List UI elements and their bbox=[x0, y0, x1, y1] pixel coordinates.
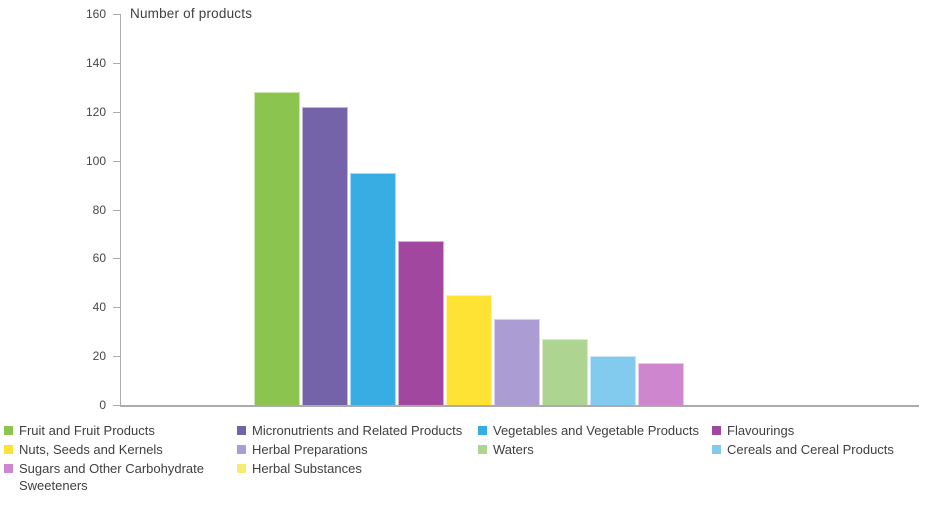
chart-title: Number of products bbox=[130, 6, 253, 21]
legend-label: Micronutrients and Related Products bbox=[252, 423, 463, 438]
legend-swatch-icon bbox=[478, 445, 487, 454]
bar-flavourings bbox=[398, 241, 444, 405]
bar-sugars-and-other-carbohydrate-sweeteners bbox=[638, 363, 684, 405]
bar-vegetables-and-vegetable-products bbox=[350, 173, 396, 405]
y-tick-mark bbox=[113, 356, 120, 357]
bar-micronutrients-and-related-products bbox=[302, 107, 348, 405]
legend-label: Herbal Preparations bbox=[252, 442, 368, 457]
legend-label: Cereals and Cereal Products bbox=[727, 442, 894, 457]
legend-item-nuts-seeds-and-kernels: Nuts, Seeds and Kernels bbox=[4, 441, 237, 458]
legend-swatch-icon bbox=[478, 426, 487, 435]
legend-item-herbal-substances: Herbal Substances bbox=[237, 460, 478, 494]
y-tick-mark bbox=[113, 161, 120, 162]
bar-nuts-seeds-and-kernels bbox=[446, 295, 492, 405]
legend-label: Fruit and Fruit Products bbox=[19, 423, 155, 438]
y-tick-label: 40 bbox=[92, 300, 106, 314]
y-tick-mark bbox=[113, 405, 120, 406]
legend-item-sugars-and-other-carbohydrate-sweeteners: Sugars and Other Carbohydrate Sweeteners bbox=[4, 460, 237, 494]
plot-area bbox=[113, 14, 919, 407]
legend-swatch-icon bbox=[4, 445, 13, 454]
legend-swatch-icon bbox=[237, 445, 246, 454]
legend-label: Sugars and Other Carbohydrate Sweeteners bbox=[19, 461, 204, 493]
legend-item-micronutrients-and-related-products: Micronutrients and Related Products bbox=[237, 422, 478, 439]
legend-swatch-icon bbox=[712, 426, 721, 435]
legend-swatch-icon bbox=[712, 445, 721, 454]
bar-fruit-and-fruit-products bbox=[254, 92, 300, 405]
y-tick-mark bbox=[113, 307, 120, 308]
legend-item-herbal-preparations: Herbal Preparations bbox=[237, 441, 478, 458]
legend-swatch-icon bbox=[237, 426, 246, 435]
y-tick-label: 0 bbox=[99, 398, 106, 412]
legend-swatch-icon bbox=[237, 464, 246, 473]
y-tick-label: 80 bbox=[92, 203, 106, 217]
legend-label: Herbal Substances bbox=[252, 461, 362, 476]
legend-item-flavourings: Flavourings bbox=[712, 422, 924, 439]
y-tick-mark bbox=[113, 258, 120, 259]
y-tick-mark bbox=[113, 63, 120, 64]
legend-item-vegetables-and-vegetable-products: Vegetables and Vegetable Products bbox=[478, 422, 712, 439]
legend-label: Waters bbox=[493, 442, 534, 457]
legend-swatch-icon bbox=[4, 426, 13, 435]
legend-item-waters: Waters bbox=[478, 441, 712, 458]
y-tick-label: 120 bbox=[85, 105, 106, 119]
legend-label: Vegetables and Vegetable Products bbox=[493, 423, 699, 438]
legend-label: Flavourings bbox=[727, 423, 795, 438]
bar-waters bbox=[542, 339, 588, 405]
y-axis-tick-labels: 0 20 40 60 80 100 120 140 160 bbox=[0, 7, 106, 412]
legend-item-fruit-and-fruit-products: Fruit and Fruit Products bbox=[4, 422, 237, 439]
bar-cereals-and-cereal-products bbox=[590, 356, 636, 405]
y-tick-label: 140 bbox=[85, 56, 106, 70]
legend-label: Nuts, Seeds and Kernels bbox=[19, 442, 163, 457]
bar-herbal-preparations bbox=[494, 319, 540, 405]
y-tick-label: 100 bbox=[85, 154, 106, 168]
y-tick-label: 160 bbox=[85, 7, 106, 21]
y-tick-mark bbox=[113, 210, 120, 211]
y-tick-mark bbox=[113, 14, 120, 15]
y-tick-label: 20 bbox=[92, 349, 106, 363]
legend-item-cereals-and-cereal-products: Cereals and Cereal Products bbox=[712, 441, 924, 458]
legend: Fruit and Fruit Products Micronutrients a… bbox=[4, 422, 924, 494]
y-tick-mark bbox=[113, 112, 120, 113]
y-tick-label: 60 bbox=[92, 251, 106, 265]
legend-swatch-icon bbox=[4, 464, 13, 473]
